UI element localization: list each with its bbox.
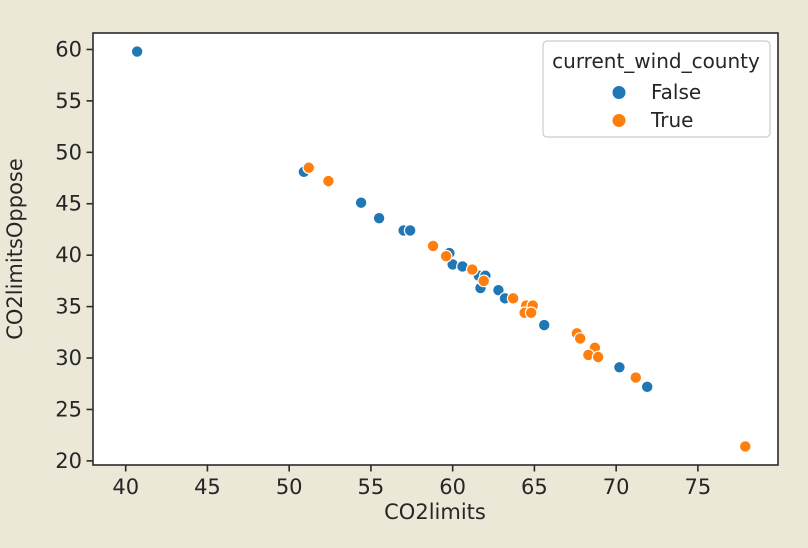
scatter-point xyxy=(537,318,551,332)
plot-border xyxy=(92,32,779,466)
scatter-point xyxy=(492,283,505,297)
x-tick-label: 40 xyxy=(112,475,139,499)
scatter-point xyxy=(506,291,520,305)
scatter-point xyxy=(426,239,440,253)
y-tick-label: 40 xyxy=(55,243,82,267)
legend-title: current_wind_county xyxy=(552,49,760,73)
y-tick-label: 55 xyxy=(55,89,82,113)
scatter-point xyxy=(640,380,654,394)
y-tick-label: 50 xyxy=(55,140,82,164)
scatter-point xyxy=(322,174,335,188)
legend-label-false: False xyxy=(651,80,701,104)
scatter-point xyxy=(403,224,417,237)
x-tick-label: 65 xyxy=(521,475,548,499)
x-axis-ticks: 40 45 50 55 60 65 70 75 xyxy=(112,465,711,499)
x-tick-label: 60 xyxy=(439,475,466,499)
scatter-point xyxy=(354,196,368,210)
scatter-point xyxy=(738,440,752,453)
legend-marker-true-icon xyxy=(612,114,626,127)
scatter-point xyxy=(573,332,587,345)
series-false xyxy=(130,45,654,394)
y-tick-label: 60 xyxy=(55,37,82,61)
x-axis-label: CO2limits xyxy=(384,500,486,524)
scatter-point xyxy=(372,211,386,225)
scatter-point xyxy=(302,161,316,175)
x-tick-label: 50 xyxy=(276,475,303,499)
scatter-point xyxy=(591,350,605,364)
x-tick-label: 45 xyxy=(194,475,221,499)
scatter-point xyxy=(465,263,479,276)
scatter-point xyxy=(477,274,491,288)
scatter-points xyxy=(130,45,752,453)
y-tick-label: 35 xyxy=(55,295,82,319)
series-true xyxy=(302,161,752,453)
scatter-point xyxy=(130,45,144,58)
y-tick-label: 30 xyxy=(55,346,82,370)
legend-box xyxy=(542,40,771,138)
scatter-point xyxy=(524,306,538,320)
y-tick-label: 25 xyxy=(55,397,82,421)
x-tick-label: 70 xyxy=(603,475,630,499)
y-axis-label: CO2limitsOppose xyxy=(3,158,27,340)
legend: current_wind_county False True xyxy=(542,40,771,138)
scatter-point xyxy=(439,249,453,263)
y-tick-label: 45 xyxy=(55,192,82,216)
x-tick-label: 55 xyxy=(358,475,385,499)
y-tick-label: 20 xyxy=(55,449,82,473)
legend-label-true: True xyxy=(650,108,693,132)
legend-marker-false-icon xyxy=(612,86,626,99)
scatter-point xyxy=(613,360,626,374)
x-tick-label: 75 xyxy=(685,475,712,499)
scatter-point xyxy=(629,371,643,384)
y-axis-ticks: 20 25 30 35 40 45 50 55 60 xyxy=(55,37,93,473)
